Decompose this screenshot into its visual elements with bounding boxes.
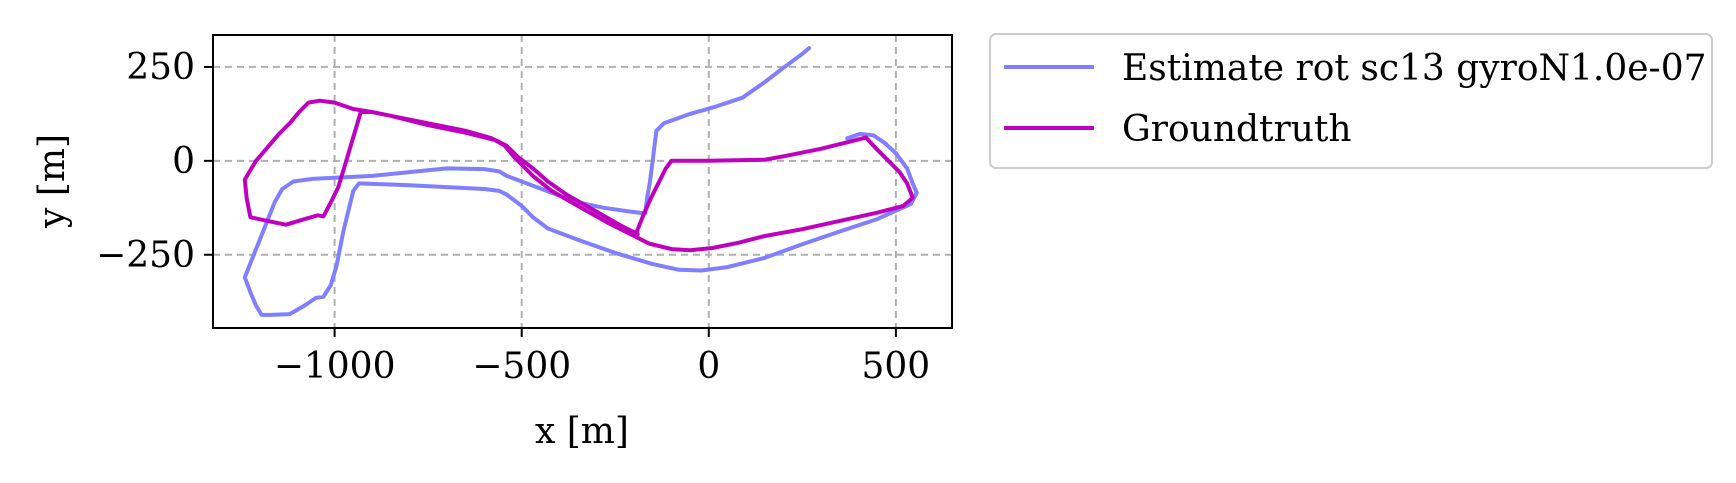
x-axis: −1000 −500 0 500 <box>274 328 931 387</box>
y-tick-label: 250 <box>126 47 195 88</box>
x-tick-label: −500 <box>472 346 571 387</box>
grid-lines <box>213 35 952 328</box>
x-axis-label: x [m] <box>535 411 629 452</box>
plot-frame <box>212 34 953 329</box>
x-tick-label: −1000 <box>274 346 396 387</box>
y-tick-label: 0 <box>172 141 195 182</box>
x-tick-label: 0 <box>697 346 720 387</box>
series-line-estimate <box>242 46 919 317</box>
legend-frame <box>989 33 1713 169</box>
y-axis: 250 0 −250 <box>96 47 213 276</box>
y-tick-label: −250 <box>96 235 195 276</box>
legend-label-groundtruth: Groundtruth <box>1122 109 1352 150</box>
y-axis-label: y [m] <box>32 134 73 229</box>
legend: Estimate rot sc13 gyroN1.0e-07 Groundtru… <box>989 33 1713 169</box>
series-line-groundtruth <box>242 98 915 253</box>
series-group <box>242 46 919 317</box>
legend-label-estimate: Estimate rot sc13 gyroN1.0e-07 <box>1122 48 1707 89</box>
x-tick-label: 500 <box>862 346 931 387</box>
